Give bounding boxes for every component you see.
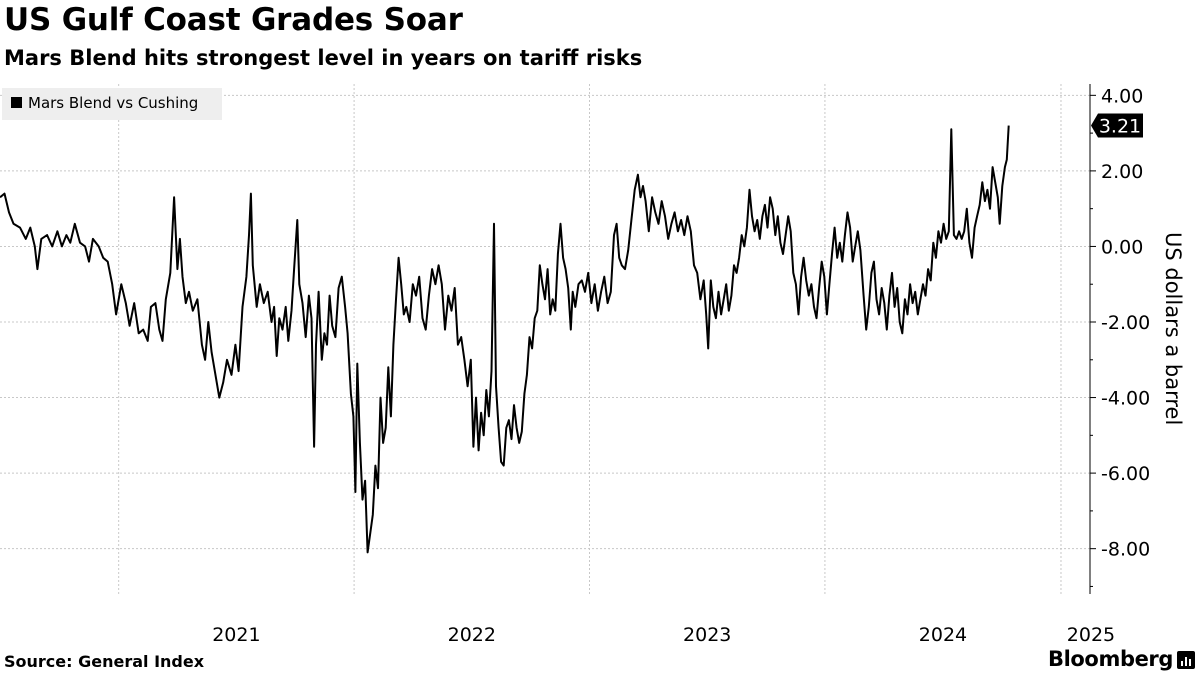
y-tick-label: -6.00: [1101, 463, 1150, 485]
plot-area: [0, 125, 1010, 554]
last-value-label: 3.21: [1091, 113, 1143, 138]
y-tick-label: -8.00: [1101, 539, 1150, 561]
y-tick-label: -4.00: [1101, 388, 1150, 410]
y-axis-title: US dollars a barrel: [1161, 232, 1185, 425]
bloomberg-chart-icon: [1177, 651, 1195, 669]
y-tick-label: 2.00: [1101, 161, 1143, 183]
x-gridlines: [118, 84, 1062, 594]
chart-title: US Gulf Coast Grades Soar: [4, 2, 463, 38]
y-tick-label: 0.00: [1101, 236, 1143, 258]
legend-swatch: [11, 97, 22, 108]
source-note: Source: General Index: [4, 652, 205, 671]
brand-logo: Bloomberg: [1048, 647, 1174, 671]
legend-label: Mars Blend vs Cushing: [28, 94, 198, 112]
y-tick-label: 4.00: [1101, 85, 1143, 107]
legend-background: [2, 88, 222, 120]
series-line: [0, 125, 1010, 554]
y-tick-label: -2.00: [1101, 312, 1150, 334]
x-tick-label: 2022: [448, 624, 496, 646]
last-value-tag: [1091, 113, 1143, 138]
x-tick-label: 2024: [919, 624, 967, 646]
last-value-text: 3.21: [1099, 116, 1141, 138]
chart-subtitle: Mars Blend hits strongest level in years…: [4, 46, 643, 70]
y-axis: 4.00 2.00 0.00 -2.00 -4.00 -6.00 -8.00: [1089, 84, 1150, 594]
legend: Mars Blend vs Cushing: [2, 88, 222, 120]
x-tick-label: 2023: [683, 624, 731, 646]
x-tick-label: 2025: [1067, 624, 1115, 646]
x-axis: 2021 2022 2023 2024 2025: [212, 624, 1115, 646]
x-tick-label: 2021: [212, 624, 260, 646]
